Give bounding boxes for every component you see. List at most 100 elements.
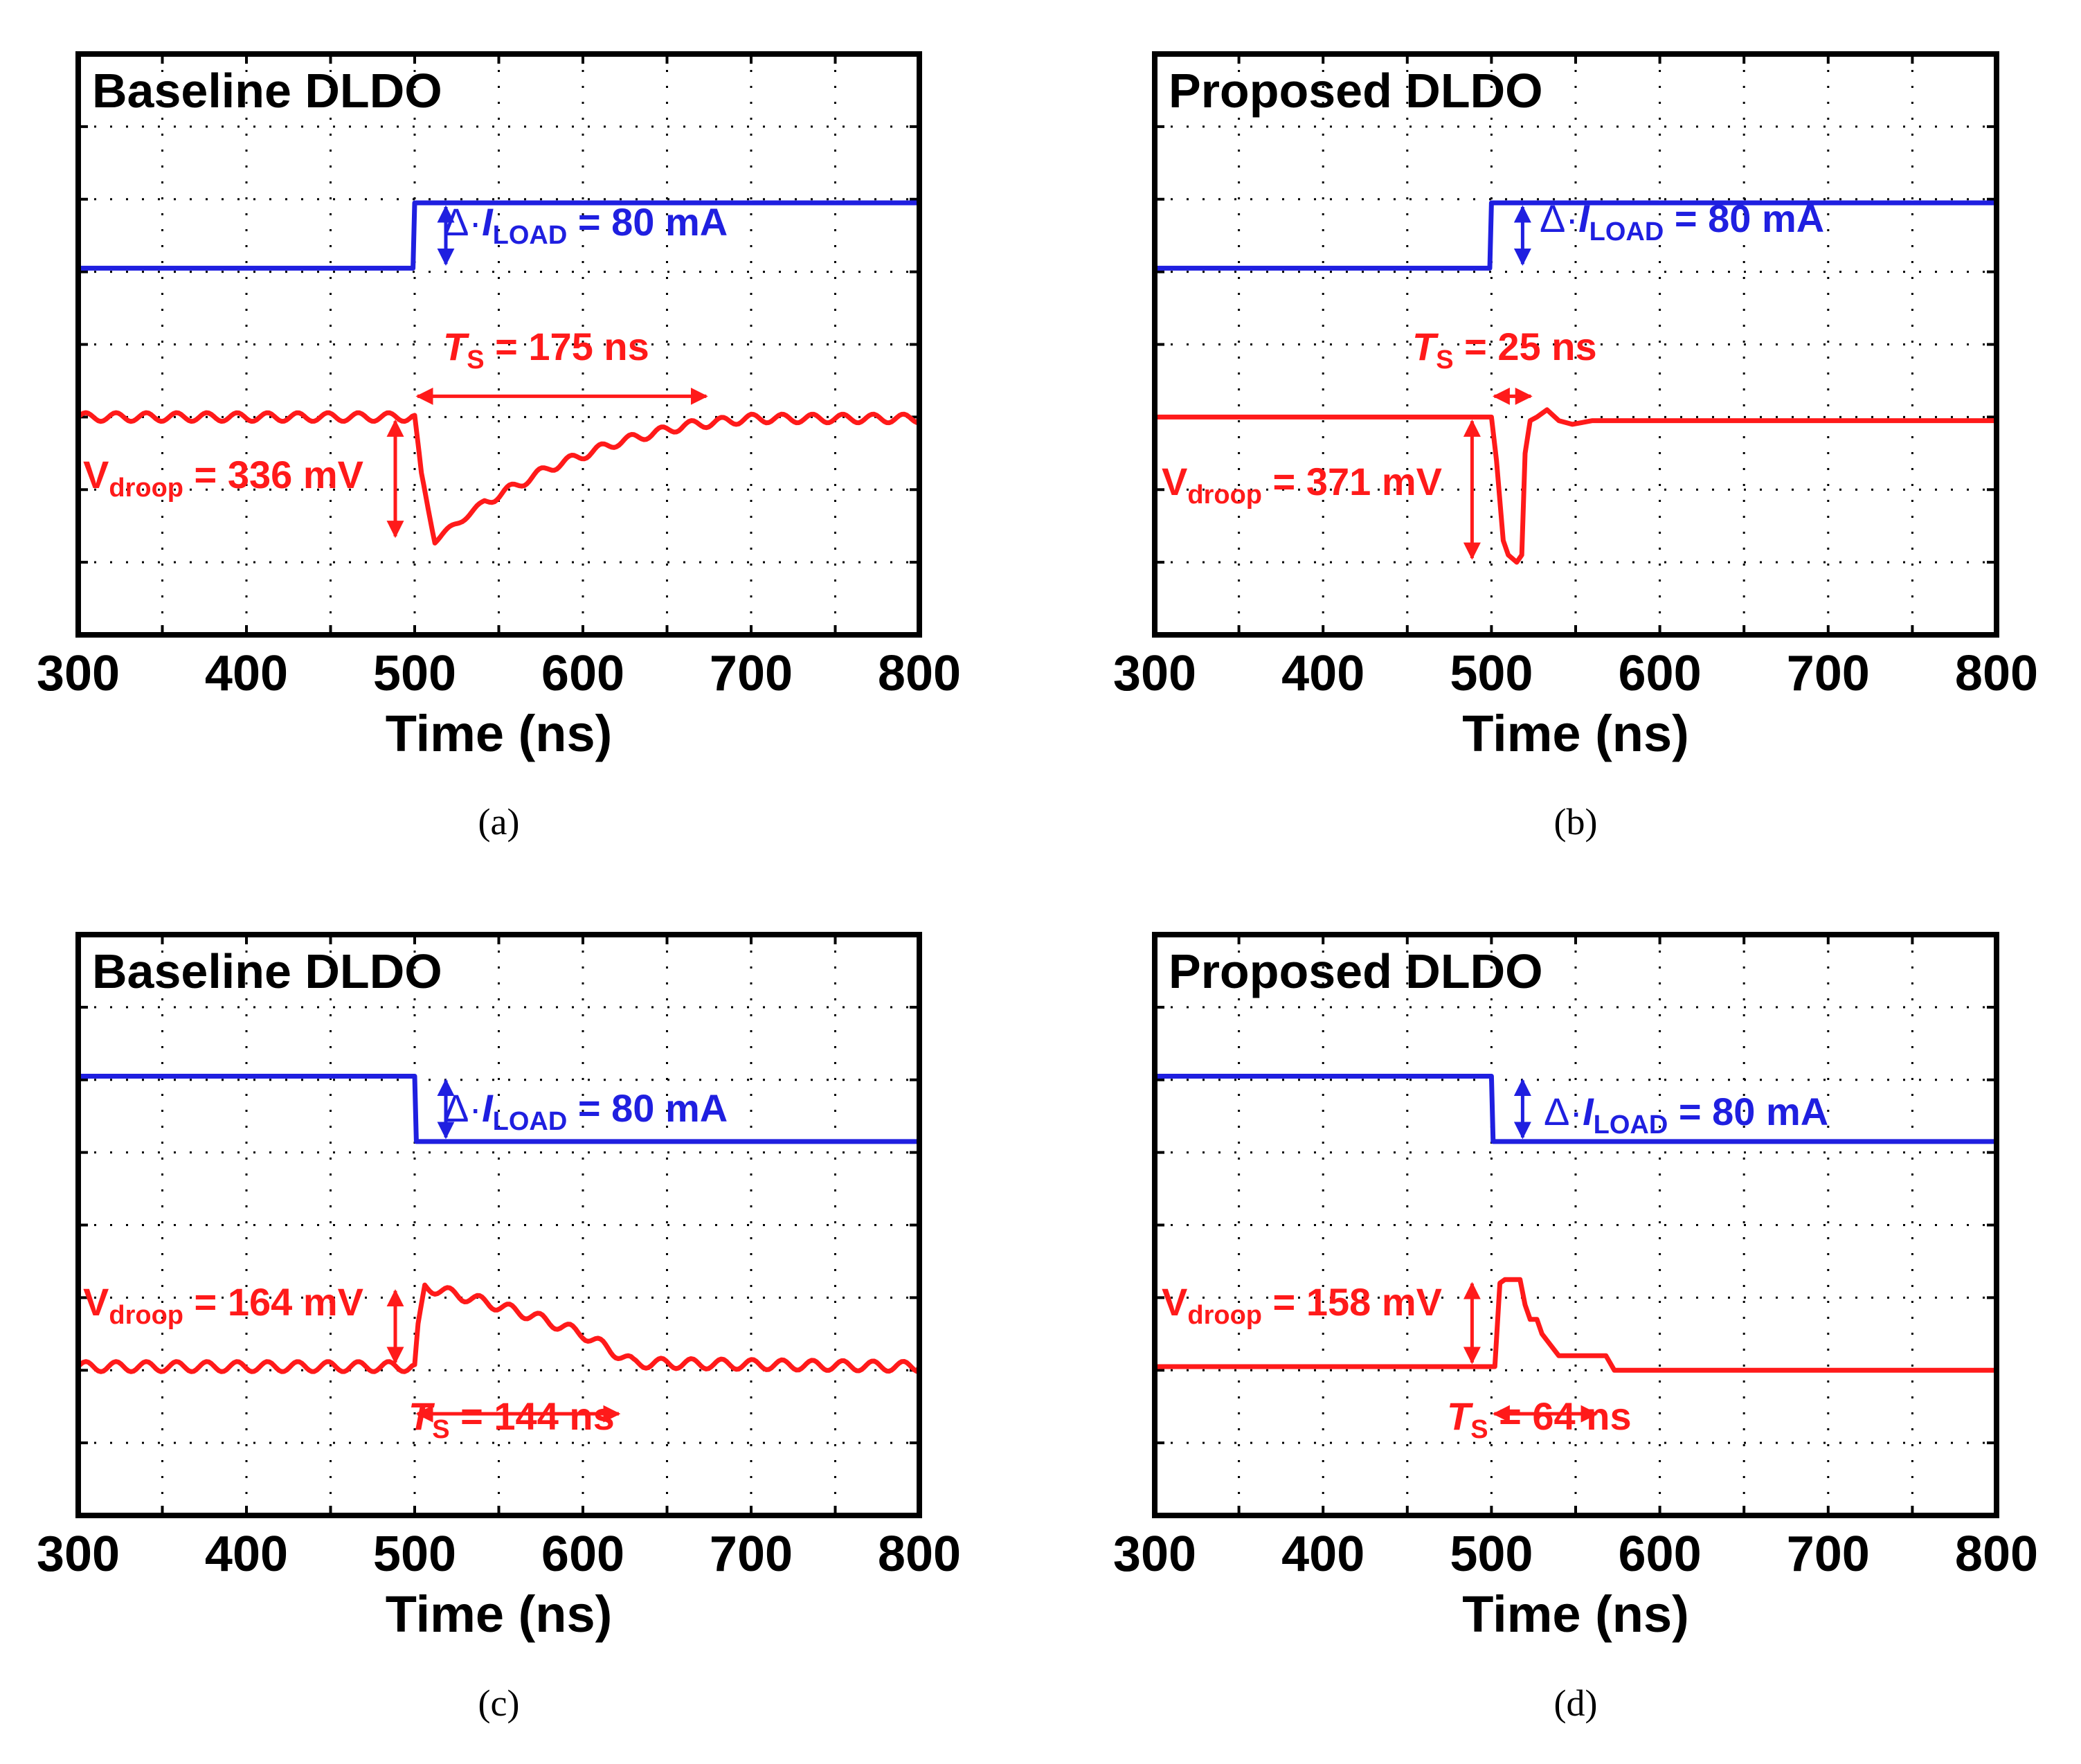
vdroop-var: V: [83, 453, 109, 496]
x-tick-label: 300: [1113, 1527, 1196, 1582]
delta-i-sub: LOAD: [493, 221, 568, 250]
delta-i-value: = 80 mA: [1664, 197, 1824, 240]
vdroop-value: = 371 mV: [1262, 460, 1442, 503]
vdroop-label: Vdroop = 158 mV: [1162, 1280, 1442, 1330]
x-axis-label: Time (ns): [1462, 705, 1689, 762]
x-tick-label: 700: [710, 1527, 793, 1582]
delta-i-sub: LOAD: [1594, 1110, 1668, 1140]
x-tick-label: 400: [1281, 1527, 1364, 1582]
vdroop-value: = 158 mV: [1262, 1280, 1442, 1324]
vdroop-sub: droop: [109, 474, 183, 503]
series-vout-line: [1155, 407, 1997, 565]
chart-panel-d: Proposed DLDO 300 400 500 600 700 800 Time (ns)…: [1113, 932, 2038, 1724]
vdroop-sub: droop: [1187, 1301, 1262, 1330]
panel-caption: (c): [478, 1682, 520, 1724]
delta-i-label: Δ·ILOAD = 80 mA: [1540, 197, 1824, 246]
delta-i-var: I: [482, 1086, 494, 1130]
plot-frame: [75, 51, 922, 638]
x-tick-label: 300: [37, 646, 120, 701]
delta-i-label: Δ·ILOAD = 80 mA: [1544, 1090, 1828, 1140]
delta-symbol: Δ·: [1540, 197, 1578, 240]
delta-i-value: = 80 mA: [567, 1086, 728, 1130]
chart-title: Proposed DLDO: [1169, 64, 1543, 118]
ts-label: TS = 144 ns: [408, 1394, 615, 1444]
panel-caption: (d): [1554, 1682, 1598, 1724]
delta-i-var: I: [1583, 1090, 1594, 1133]
x-tick-label: 400: [205, 1527, 288, 1582]
series-iload-line: [1155, 1074, 1997, 1144]
ts-var: T: [408, 1394, 435, 1438]
ts-value: = 64 ns: [1488, 1394, 1632, 1438]
vdroop-var: V: [1162, 460, 1187, 503]
plot-frame: [75, 932, 922, 1518]
vdroop-var: V: [83, 1280, 109, 1324]
vdroop-value: = 336 mV: [183, 453, 363, 496]
series-vout-line: [76, 1282, 922, 1374]
delta-i-sub: LOAD: [1589, 217, 1664, 246]
vdroop-value: = 164 mV: [183, 1280, 363, 1324]
x-tick-label: 400: [205, 646, 288, 701]
delta-symbol: Δ·: [443, 200, 482, 244]
panel-caption: (a): [478, 801, 520, 843]
delta-i-sub: LOAD: [493, 1107, 568, 1136]
x-tick-label: 500: [1450, 1527, 1533, 1582]
ts-sub: S: [467, 345, 484, 375]
ts-var: T: [1412, 325, 1439, 368]
panel-caption: (b): [1554, 801, 1598, 843]
delta-i-label: Δ·ILOAD = 80 mA: [443, 200, 728, 250]
x-axis-label: Time (ns): [1462, 1585, 1689, 1643]
vdroop-label: Vdroop = 164 mV: [83, 1280, 363, 1330]
ts-sub: S: [1436, 345, 1453, 375]
delta-i-var: I: [482, 200, 494, 244]
chart-title: Baseline DLDO: [92, 64, 442, 118]
x-tick-label: 300: [37, 1527, 120, 1582]
x-tick-label: 500: [373, 1527, 456, 1582]
x-tick-label: 700: [710, 646, 793, 701]
x-axis-label: Time (ns): [386, 705, 613, 762]
x-tick-label: 700: [1787, 646, 1870, 701]
delta-i-label: Δ·ILOAD = 80 mA: [443, 1086, 728, 1136]
x-tick-label: 500: [373, 646, 456, 701]
plot-frame: [1152, 932, 1999, 1518]
chart-panel-b: Proposed DLDO 300 400 500 600 700 800 Time (ns)…: [1113, 51, 2038, 843]
ts-var: T: [1447, 1394, 1474, 1438]
ts-label: TS = 25 ns: [1412, 325, 1597, 375]
delta-i-value: = 80 mA: [567, 200, 728, 244]
delta-i-value: = 80 mA: [1668, 1090, 1828, 1133]
ts-value: = 25 ns: [1454, 325, 1597, 368]
vdroop-sub: droop: [1187, 480, 1262, 510]
x-tick-label: 400: [1281, 646, 1364, 701]
delta-symbol: Δ·: [1544, 1090, 1583, 1133]
ts-value: = 144 ns: [450, 1394, 615, 1438]
ts-sub: S: [1470, 1415, 1488, 1444]
x-tick-label: 600: [541, 1527, 624, 1582]
series-iload-line: [1155, 200, 1997, 271]
x-axis-label: Time (ns): [386, 1585, 613, 1643]
x-tick-label: 600: [1619, 1527, 1702, 1582]
ts-value: = 175 ns: [485, 325, 649, 368]
chart-title: Proposed DLDO: [1169, 944, 1543, 998]
x-tick-label: 700: [1787, 1527, 1870, 1582]
x-tick-label: 800: [878, 646, 961, 701]
x-tick-label: 800: [1955, 646, 2038, 701]
ts-label: TS = 175 ns: [443, 325, 649, 375]
x-tick-label: 600: [541, 646, 624, 701]
vdroop-label: Vdroop = 371 mV: [1162, 460, 1442, 510]
x-tick-label: 300: [1113, 646, 1196, 701]
x-tick-label: 800: [878, 1527, 961, 1582]
x-tick-label: 500: [1450, 646, 1533, 701]
ts-label: TS = 64 ns: [1447, 1394, 1632, 1444]
x-tick-label: 800: [1955, 1527, 2038, 1582]
chart-panel-a: Baseline DLDO 300 400 500 600 700 800 Time (ns)…: [37, 51, 961, 843]
ts-sub: S: [432, 1415, 449, 1444]
vdroop-var: V: [1162, 1280, 1187, 1324]
series-vout-line: [1155, 1277, 1997, 1373]
delta-i-var: I: [1578, 197, 1590, 240]
vdroop-label: Vdroop = 336 mV: [83, 453, 363, 503]
chart-title: Baseline DLDO: [92, 944, 442, 998]
series-iload-line: [78, 1074, 919, 1144]
ts-var: T: [443, 325, 470, 368]
delta-symbol: Δ·: [443, 1086, 482, 1130]
series-iload-line: [78, 200, 919, 271]
